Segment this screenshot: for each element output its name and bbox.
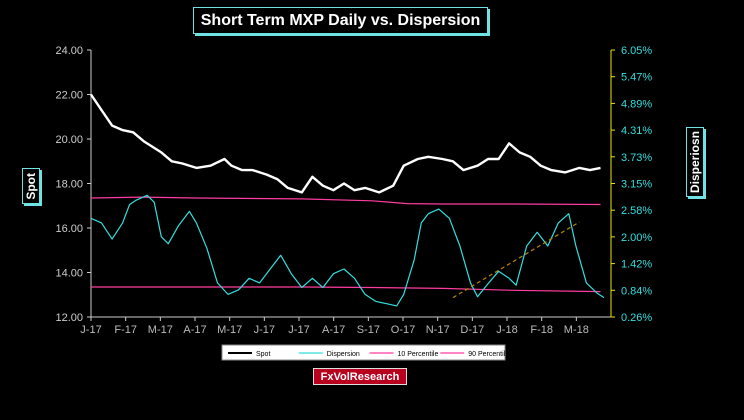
source-box: FxVolResearch (313, 368, 407, 385)
legend-label: Dispersion (327, 351, 360, 358)
legend-box (221, 344, 506, 361)
right-tick-label: 2.00% (621, 232, 652, 244)
right-tick-label: 0.84% (621, 285, 652, 297)
series-line-90-percentile (90, 196, 601, 206)
x-tick-label: N-17 (426, 324, 450, 336)
x-tick-label: M-17 (148, 324, 173, 336)
x-tick-label: J-17 (254, 324, 275, 336)
trend-line (452, 221, 580, 299)
left-tick-label: 16.00 (55, 223, 83, 235)
left-tick-label: 24.00 (55, 45, 83, 57)
legend-label: Spot (256, 351, 270, 358)
left-tick-label: 18.00 (55, 179, 83, 191)
x-tick-label: A-17 (322, 324, 345, 336)
right-axis-title-box: Disperiosn (686, 127, 704, 197)
right-tick-label: 5.47% (621, 72, 652, 84)
left-tick-label: 12.00 (55, 312, 83, 324)
x-tick-label: F-18 (530, 324, 553, 336)
legend-label: 90 Percentile (468, 351, 509, 358)
right-tick-label: 3.73% (621, 152, 652, 164)
right-tick-label: 6.05% (621, 45, 652, 57)
x-tick-label: J-18 (496, 324, 517, 336)
right-tick-label: 3.15% (621, 179, 652, 191)
chart-title: Short Term MXP Daily vs. Dispersion (200, 11, 481, 29)
series-line-dispersion (90, 194, 605, 307)
right-tick-label: 4.89% (621, 98, 652, 110)
source-label: FxVolResearch (320, 370, 400, 383)
legend-label: 10 Percentile (398, 351, 439, 358)
right-tick-label: 4.31% (621, 125, 652, 137)
x-tick-label: J-17 (80, 324, 101, 336)
left-axis-title-box: Spot (22, 168, 40, 204)
chart-title-box: Short Term MXP Daily vs. Dispersion (193, 7, 488, 34)
left-tick-label: 20.00 (55, 134, 83, 146)
x-tick-label: O-17 (391, 324, 415, 336)
series-line-spot (90, 93, 601, 194)
x-tick-label: F-17 (114, 324, 137, 336)
left-tick-label: 14.00 (55, 268, 83, 280)
x-tick-label: D-17 (460, 324, 484, 336)
x-tick-label: M-18 (564, 324, 589, 336)
x-tick-label: M-17 (217, 324, 242, 336)
x-tick-label: S-17 (357, 324, 380, 336)
right-tick-label: 1.42% (621, 259, 652, 271)
right-tick-label: 2.58% (621, 205, 652, 217)
x-tick-label: J-17 (288, 324, 309, 336)
x-tick-label: A-17 (183, 324, 206, 336)
series-line-10-percentile (91, 286, 601, 293)
right-tick-label: 0.26% (621, 312, 652, 324)
left-tick-label: 22.00 (55, 90, 83, 102)
